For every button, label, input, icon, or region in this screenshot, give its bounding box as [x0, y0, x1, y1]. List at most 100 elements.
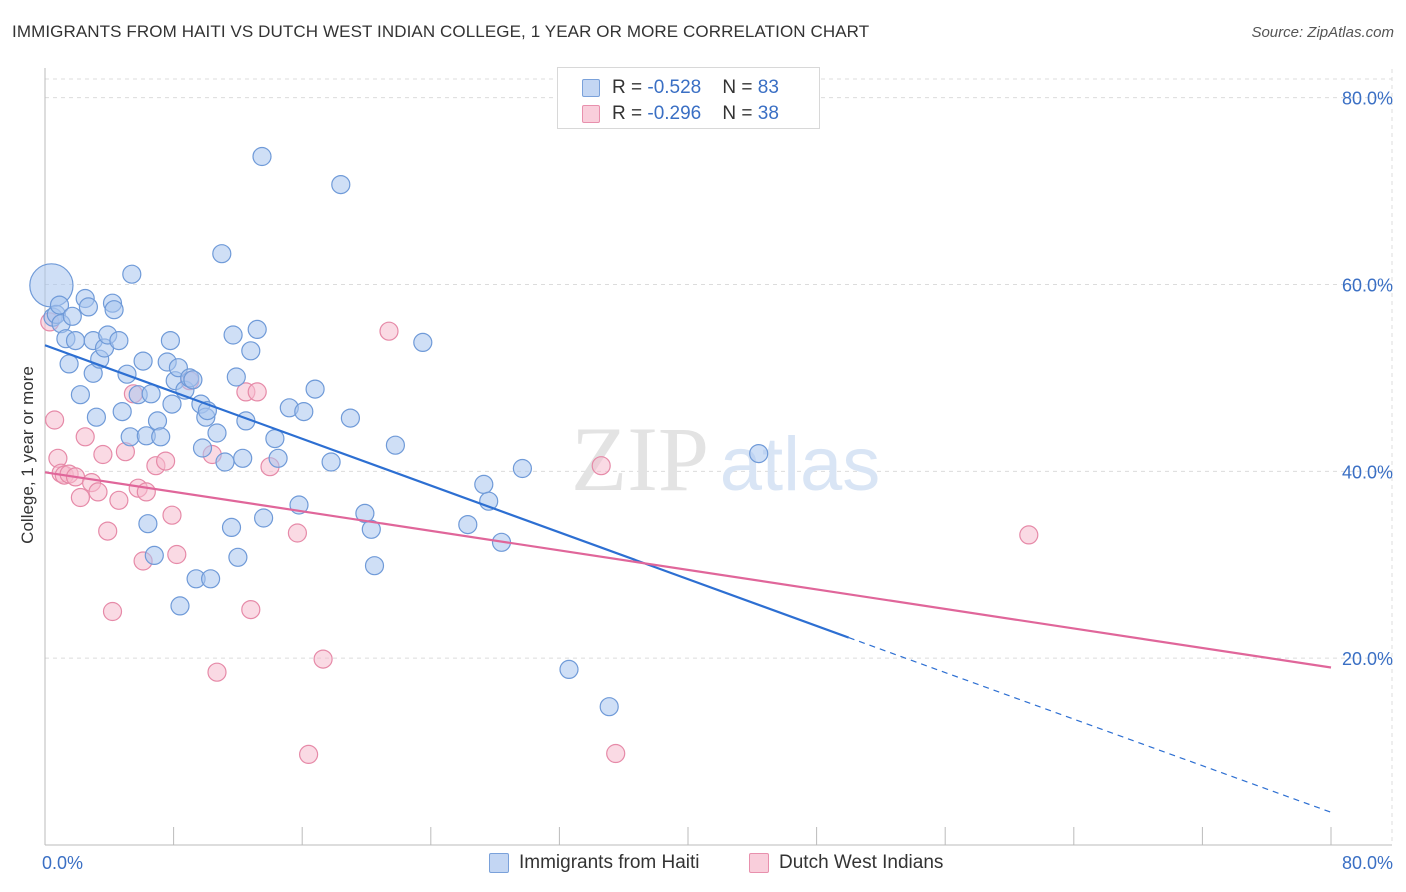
legend-r-label: R = — [612, 103, 648, 124]
haiti-point — [559, 659, 579, 680]
dutch-west-indians-point — [44, 410, 65, 430]
dutch-west-indians-point — [88, 482, 108, 502]
haiti-point — [144, 545, 164, 566]
dutch-west-indians-point — [1019, 525, 1039, 545]
legend-r-value-dutch: -0.296 — [647, 103, 702, 124]
haiti-point — [599, 697, 619, 717]
haiti-point — [212, 244, 232, 264]
legend-swatch-haiti — [582, 79, 600, 97]
haiti-point — [340, 408, 360, 428]
haiti-point — [294, 402, 314, 422]
bottom-legend-label-dutch: Dutch West Indians — [779, 852, 944, 873]
dutch-west-indians-point — [162, 505, 182, 525]
y-axis-label: College, 1 year or more — [18, 366, 37, 544]
haiti-point — [192, 438, 213, 458]
haiti-point — [59, 354, 79, 374]
dutch-west-indians-point — [156, 451, 176, 471]
haiti-point — [133, 351, 153, 371]
dutch-west-indians-point — [167, 544, 187, 565]
haiti-point — [141, 384, 161, 404]
dutch-west-indians-point — [207, 662, 227, 682]
watermark-atlas: atlas — [720, 422, 881, 507]
haiti-point — [321, 452, 341, 472]
haiti-point — [331, 175, 351, 195]
haiti-point — [247, 319, 267, 339]
dutch-west-indians-point — [299, 744, 319, 765]
dutch-west-indians-point — [75, 427, 95, 447]
dutch-west-indians-point — [70, 487, 91, 508]
haiti-point — [120, 427, 140, 447]
haiti-point — [49, 295, 70, 315]
dutch-west-indians-point — [606, 743, 626, 764]
haiti-point — [138, 514, 158, 534]
dutch-west-indians-point — [591, 456, 611, 476]
haiti-point — [233, 448, 253, 468]
haiti-point — [215, 452, 235, 472]
haiti-point — [207, 423, 227, 443]
haiti-point — [160, 331, 180, 351]
haiti-point — [254, 508, 274, 528]
haiti-point — [268, 448, 288, 468]
dutch-west-indians-point — [287, 523, 307, 543]
haiti-trend-line — [44, 344, 850, 639]
haiti-point — [65, 331, 86, 351]
legend-r-label: R = — [612, 77, 648, 98]
y-tick-label: 20.0% — [1342, 649, 1393, 669]
haiti-point — [162, 394, 182, 414]
dutch-west-indians-point — [313, 649, 333, 669]
haiti-point — [151, 427, 171, 447]
haiti-point — [385, 435, 405, 455]
haiti-point — [78, 297, 99, 317]
haiti-point — [361, 519, 381, 539]
dutch-west-indians-point — [102, 601, 123, 622]
haiti-point — [104, 300, 124, 320]
haiti-point — [458, 514, 478, 535]
legend-n-value-haiti: 83 — [757, 77, 779, 98]
trend-lines — [44, 344, 1332, 813]
haiti-point — [512, 458, 533, 479]
y-tick-label: 60.0% — [1342, 276, 1393, 296]
haiti-point — [70, 385, 91, 405]
series-haiti-points — [29, 146, 769, 717]
haiti-point — [86, 407, 107, 427]
haiti-point — [183, 370, 203, 390]
haiti-trend-line-extension — [848, 637, 1332, 813]
y-tick-label: 40.0% — [1342, 462, 1393, 482]
watermark-zip: ZIP — [571, 408, 709, 510]
haiti-point — [109, 331, 129, 351]
bottom-legend-label-haiti: Immigrants from Haiti — [519, 852, 700, 873]
haiti-point — [147, 411, 168, 431]
legend-n-label: N = — [722, 103, 758, 124]
haiti-point — [474, 474, 494, 494]
haiti-point — [62, 306, 82, 326]
haiti-point — [241, 341, 261, 361]
haiti-point — [305, 379, 325, 399]
haiti-point — [112, 402, 132, 422]
dutch-west-indians-point — [93, 444, 113, 465]
haiti-point — [223, 325, 243, 345]
dutch-west-indians-point — [247, 382, 267, 402]
haiti-point — [749, 444, 769, 464]
dutch-west-indians-point — [241, 599, 261, 620]
dutch-west-indians-trend-line — [44, 471, 1332, 669]
correlation-legend: R = -0.528 N = 83 R = -0.296 N = 38 — [557, 67, 820, 129]
dutch-west-indians-point — [379, 321, 399, 341]
legend-n-value-dutch: 38 — [757, 103, 779, 124]
bottom-legend-swatch-dutch — [749, 853, 769, 873]
legend-n-label: N = — [722, 77, 758, 98]
axis-layer: 20.0% 40.0% 60.0% 80.0% 0.0% 80.0% — [42, 68, 1393, 873]
chart-title: IMMIGRANTS FROM HAITI VS DUTCH WEST INDI… — [12, 22, 870, 41]
haiti-point — [122, 264, 142, 284]
haiti-point — [201, 569, 221, 589]
haiti-point — [221, 517, 242, 538]
haiti-point — [364, 556, 385, 576]
legend-swatch-dutch — [582, 105, 600, 123]
chart-source: Source: ZipAtlas.com — [1251, 24, 1394, 41]
haiti-point — [252, 146, 272, 167]
haiti-point — [226, 367, 246, 387]
haiti-point — [413, 332, 433, 352]
watermark: ZIP atlas — [571, 408, 880, 510]
y-tick-label: 80.0% — [1342, 89, 1393, 109]
bottom-legend-swatch-haiti — [489, 853, 509, 873]
haiti-point — [228, 547, 248, 567]
